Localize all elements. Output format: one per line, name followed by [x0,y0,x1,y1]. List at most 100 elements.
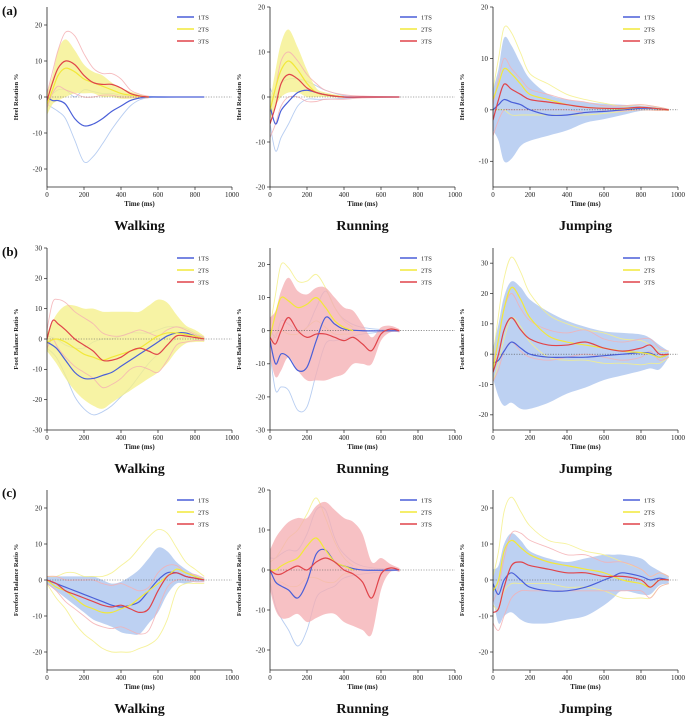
y-tick-label: 20 [258,261,266,269]
y-tick-label: 20 [35,275,43,283]
plot-area [493,256,678,410]
plot-area [47,298,232,416]
legend-label-3TS: 3TS [644,279,655,286]
x-tick-label: 200 [79,434,90,442]
chart-b-jumping: 0 200 400 600 800 1000 -20 -10 0 10 20 30 Time (ms) F… [459,248,685,477]
plot-area [270,29,455,152]
chart-title: Jumping [559,219,612,234]
y-axis-label: Foot Balance Ratio % [13,308,20,369]
mean-line-3TS [270,316,400,352]
y-tick-label: 20 [481,290,489,298]
sd-upper-3TS [493,57,669,110]
mean-line-2TS [270,296,354,338]
legend-label-1TS: 1TS [198,497,209,504]
chart-c-walking: 0 200 400 600 800 1000 -20 -10 0 10 20 Time (ms) For… [13,490,240,717]
legend-label-3TS: 3TS [644,38,655,45]
x-tick-label: 0 [45,191,49,199]
x-tick-label: 1000 [448,434,463,442]
mean-line-3TS [493,83,669,121]
x-tick-label: 600 [376,434,387,442]
chart-title: Running [336,219,388,234]
y-tick-label: 0 [485,106,489,114]
x-tick-label: 400 [562,191,573,199]
sd-lower-1TS [270,96,400,152]
x-tick-label: 0 [45,674,49,682]
chart-title: Running [336,462,388,477]
legend: 1TS 2TS 3TS [400,14,432,45]
x-tick-label: 0 [268,434,272,442]
x-tick-label: 200 [79,191,90,199]
chart-title: Jumping [559,462,612,477]
mean-line-3TS [270,557,400,599]
sd-band-3TS [270,277,400,382]
legend-label-2TS: 2TS [198,267,209,274]
y-tick-label: -20 [33,648,43,656]
x-tick-label: 200 [79,674,90,682]
legend-label-2TS: 2TS [644,509,655,516]
legend-label-1TS: 1TS [198,255,209,262]
y-tick-label: -10 [479,158,489,166]
x-tick-label: 400 [562,674,573,682]
legend: 1TS 2TS 3TS [623,497,655,528]
chart-a-running: 0 200 400 600 800 1000 -20 -10 0 10 20 Time (ms) Hee… [236,3,463,234]
x-tick-label: 400 [116,191,127,199]
x-tick-label: 600 [599,434,610,442]
x-tick-label: 1000 [671,434,685,442]
x-tick-label: 200 [525,434,536,442]
x-tick-label: 800 [413,191,424,199]
y-tick-label: 30 [481,260,489,268]
sd-lower-2TS [493,582,669,610]
mean-line-3TS [493,561,669,613]
x-tick-label: 800 [190,434,201,442]
y-tick-label: -10 [33,129,43,137]
x-tick-label: 0 [491,191,495,199]
x-tick-label: 400 [339,191,350,199]
y-tick-label: -10 [33,366,43,374]
y-tick-label: 20 [258,486,266,494]
sd-band-1TS [493,533,669,624]
sd-band-1TS [493,36,669,163]
mean-line-1TS [493,341,669,364]
x-axis-label: Time (ms) [124,200,155,208]
chart-title: Walking [114,702,165,717]
x-tick-label: 0 [268,674,272,682]
y-tick-label: -10 [256,360,266,368]
x-axis-label: Time (ms) [570,200,601,208]
row-label-c: (c) [2,485,16,500]
x-axis-label: Time (ms) [347,443,378,451]
y-tick-label: 0 [262,93,266,101]
y-tick-label: 0 [39,576,43,584]
mean-line-2TS [493,539,669,592]
legend: 1TS 2TS 3TS [400,255,432,286]
plot-area [493,25,678,163]
sd-band-1TS [47,547,205,635]
x-tick-label: 600 [376,191,387,199]
legend-label-3TS: 3TS [198,38,209,45]
y-tick-label: -20 [256,393,266,401]
y-axis-label: Foot Balance Ratio % [236,308,243,369]
sd-upper-3TS [493,530,669,602]
x-tick-label: 1000 [671,191,685,199]
row-label-a: (a) [2,3,17,18]
y-tick-label: 0 [262,566,266,574]
x-tick-label: 200 [302,674,313,682]
y-tick-label: 20 [481,504,489,512]
legend-label-1TS: 1TS [644,497,655,504]
mean-line-3TS [47,60,149,101]
x-tick-label: 800 [636,674,647,682]
y-tick-label: -10 [479,612,489,620]
sd-upper-2TS [493,256,669,358]
y-tick-label: 0 [485,576,489,584]
sd-band-1TS [493,281,669,410]
sd-upper-3TS [47,298,205,338]
chart-a-walking: 0 200 400 600 800 1000 -20 -10 0 10 20 Time (ms) Hee… [13,7,240,234]
x-tick-label: 1000 [225,191,240,199]
y-axis-label: Forefoot Balance Ratio % [236,544,243,616]
x-tick-label: 1000 [448,191,463,199]
legend-label-3TS: 3TS [198,279,209,286]
mean-line-1TS [47,96,205,127]
x-tick-label: 1000 [671,674,685,682]
y-tick-label: -20 [33,165,43,173]
legend-label-3TS: 3TS [421,38,432,45]
legend-label-2TS: 2TS [421,267,432,274]
